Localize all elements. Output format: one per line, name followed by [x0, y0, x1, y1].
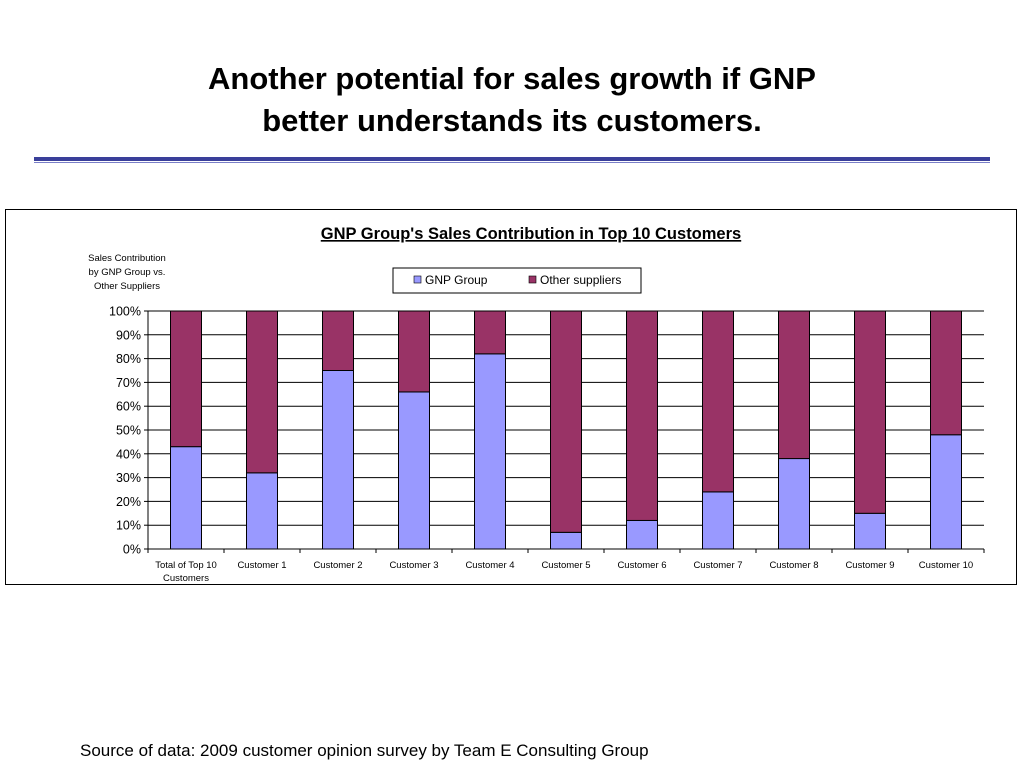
y-axis-label-line: by GNP Group vs.	[89, 267, 166, 278]
bar-gnp-group	[246, 472, 278, 550]
bar-gnp-group	[474, 353, 506, 550]
bar-other-suppliers	[322, 310, 354, 371]
bar-gnp-group	[398, 391, 430, 550]
bar-gnp-group	[550, 531, 582, 550]
y-tick-label: 20%	[116, 495, 141, 509]
bar-other-suppliers	[930, 310, 962, 436]
bar-gnp-group	[854, 512, 886, 550]
bar-gnp-group	[626, 519, 658, 550]
x-tick-label: Customer 9	[845, 560, 894, 571]
slide-title: Another potential for sales growth if GN…	[208, 61, 816, 138]
bar-other-suppliers	[550, 310, 582, 533]
y-tick-label: 100%	[109, 305, 141, 319]
title-divider-thin	[34, 162, 990, 163]
x-tick-label: Customer 1	[237, 560, 286, 571]
bar-other-suppliers	[246, 310, 278, 474]
x-tick-label: Customers	[163, 573, 209, 584]
legend-swatch	[413, 275, 422, 284]
bar-gnp-group	[930, 434, 962, 550]
bar-other-suppliers	[474, 310, 506, 355]
y-tick-label: 30%	[116, 471, 141, 485]
x-tick-label: Customer 10	[919, 560, 973, 571]
y-tick-label: 90%	[116, 328, 141, 342]
y-tick-label: 60%	[116, 400, 141, 414]
bar-gnp-group	[702, 491, 734, 550]
y-tick-label: 0%	[123, 543, 141, 557]
y-tick-label: 70%	[116, 376, 141, 390]
y-axis-label-line: Other Suppliers	[94, 281, 160, 292]
x-tick-label: Customer 5	[541, 560, 590, 571]
x-tick-label: Customer 7	[693, 560, 742, 571]
y-tick-label: 10%	[116, 519, 141, 533]
legend-label: Other suppliers	[540, 273, 621, 287]
legend-box	[392, 267, 642, 294]
bar-other-suppliers	[626, 310, 658, 521]
bar-other-suppliers	[170, 310, 202, 448]
y-tick-label: 40%	[116, 447, 141, 461]
x-tick-label: Customer 6	[617, 560, 666, 571]
chart-frame: GNP Group's Sales Contribution in Top 10…	[5, 209, 1017, 585]
y-tick-label: 80%	[116, 352, 141, 366]
x-tick-label: Customer 8	[769, 560, 818, 571]
bar-other-suppliers	[854, 310, 886, 514]
x-tick-label: Customer 2	[313, 560, 362, 571]
legend-label: GNP Group	[425, 273, 488, 287]
source-note: Source of data: 2009 customer opinion su…	[80, 741, 649, 760]
title-divider	[34, 157, 990, 164]
bar-other-suppliers	[778, 310, 810, 460]
bar-other-suppliers	[398, 310, 430, 393]
x-tick-label: Customer 4	[465, 560, 514, 571]
bar-other-suppliers	[702, 310, 734, 493]
legend-swatch	[528, 275, 537, 284]
x-tick-label: Total of Top 10	[155, 560, 217, 571]
bar-gnp-group	[322, 370, 354, 550]
stacked-bar-chart: GNP Group's Sales Contribution in Top 10…	[88, 225, 985, 584]
y-tick-label: 50%	[116, 424, 141, 438]
x-tick-label: Customer 3	[389, 560, 438, 571]
chart-title: GNP Group's Sales Contribution in Top 10…	[321, 225, 741, 243]
bar-gnp-group	[778, 458, 810, 550]
y-axis-label-line: Sales Contribution	[88, 253, 166, 264]
title-divider-thick	[34, 157, 990, 161]
bar-gnp-group	[170, 446, 202, 550]
